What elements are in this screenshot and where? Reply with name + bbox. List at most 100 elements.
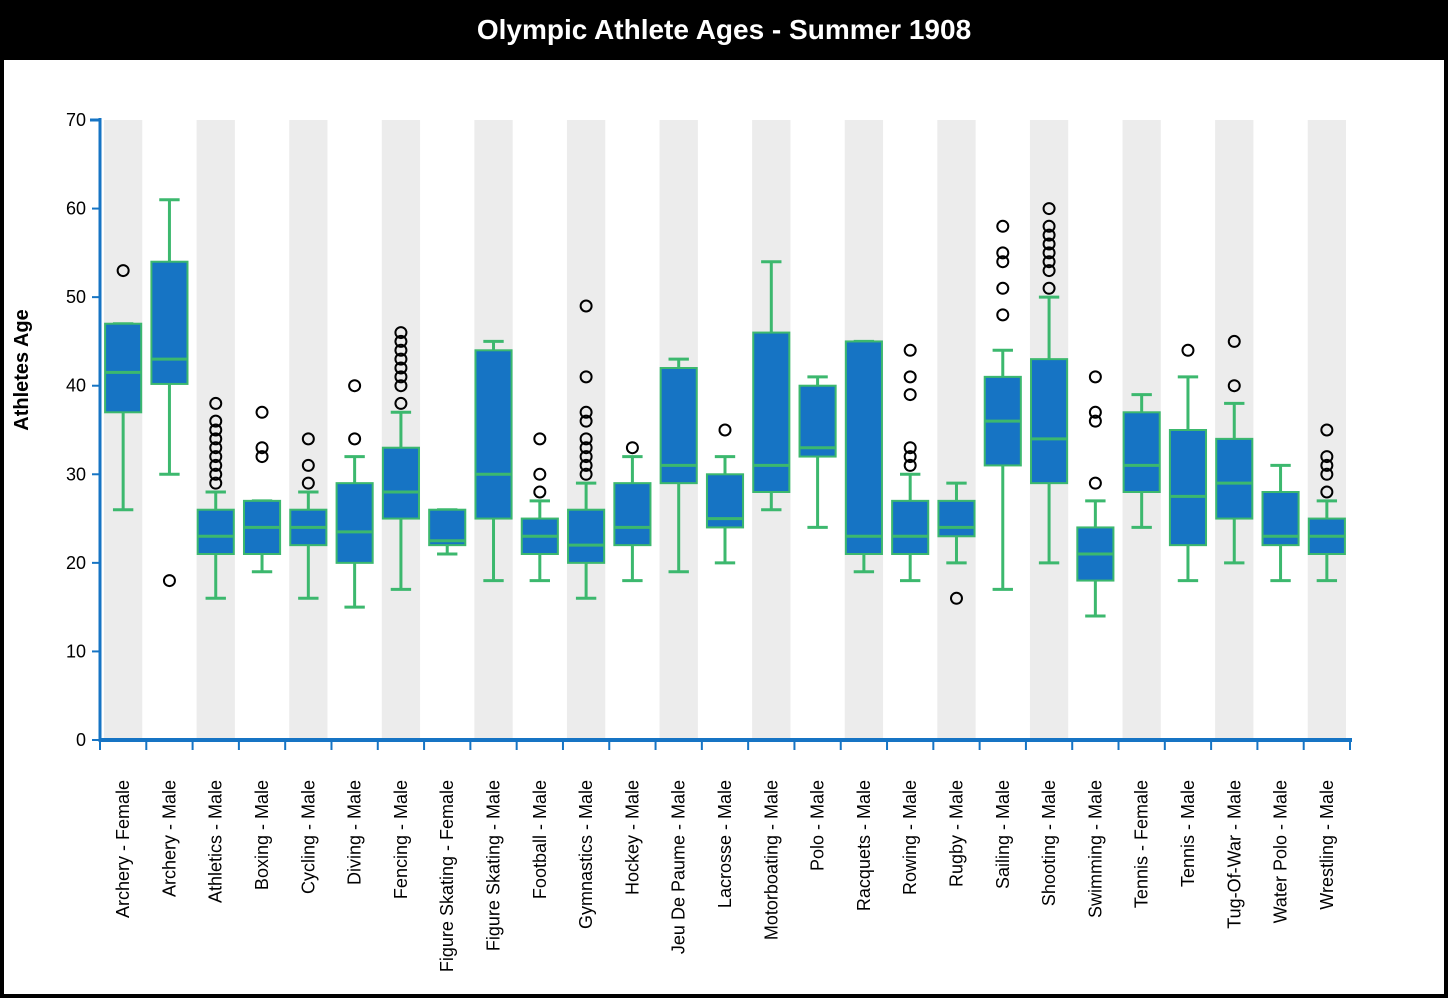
outlier-point <box>1088 370 1102 384</box>
x-tick-label: Athletics - Male <box>206 780 226 903</box>
outlier-point <box>1320 423 1334 437</box>
outlier-point <box>301 458 315 472</box>
box <box>891 499 930 556</box>
x-tick-label: Lacrosse - Male <box>715 780 735 908</box>
x-tick-label: Tennis - Female <box>1132 780 1152 908</box>
box <box>474 349 513 520</box>
outlier-point <box>394 352 408 366</box>
chart-title: Olympic Athlete Ages - Summer 1908 <box>476 14 972 45</box>
outlier-point <box>348 432 362 446</box>
outlier-point <box>625 441 639 455</box>
outlier-point <box>579 299 593 313</box>
outlier-point <box>209 414 223 428</box>
outlier-point <box>1320 450 1334 464</box>
x-tick-label: Archery - Male <box>159 780 179 897</box>
box <box>844 340 883 555</box>
outlier-point <box>1042 255 1056 269</box>
outlier-point <box>579 458 593 472</box>
y-tick-label: 60 <box>66 199 86 219</box>
x-tick-label: Swimming - Male <box>1085 780 1105 918</box>
box <box>567 508 606 564</box>
x-tick-label: Figure Skating - Female <box>437 780 457 972</box>
x-tick-label: Archery - Female <box>113 780 133 918</box>
outlier-point <box>394 334 408 348</box>
category-band <box>196 120 235 740</box>
x-tick-label: Tennis - Male <box>1178 780 1198 887</box>
x-tick-label: Hockey - Male <box>622 780 642 895</box>
box <box>1215 437 1254 520</box>
y-tick-label: 70 <box>66 110 86 130</box>
boxplot-chart: 0 10 20 30 40 50 60 70 Archery - Female Archery -… <box>11 110 1352 972</box>
outlier-point <box>718 423 732 437</box>
outlier-point <box>1042 228 1056 242</box>
outlier-point <box>1042 237 1056 251</box>
outlier-point <box>1088 405 1102 419</box>
outlier-point <box>903 441 917 455</box>
outlier-point <box>209 432 223 446</box>
outlier-point <box>394 379 408 393</box>
y-tick-label: 30 <box>66 464 86 484</box>
outlier-point <box>579 414 593 428</box>
box <box>1122 411 1161 493</box>
outlier-point <box>1320 458 1334 472</box>
outlier-point <box>1042 246 1056 260</box>
x-tick-label: Boxing - Male <box>252 780 272 890</box>
y-tick-label: 10 <box>66 641 86 661</box>
outlier-point <box>1042 219 1056 233</box>
x-tick-label: Football - Male <box>530 780 550 899</box>
outlier-point <box>903 370 917 384</box>
outlier-point <box>903 450 917 464</box>
outlier-point <box>533 485 547 499</box>
y-tick-label: 0 <box>76 730 86 750</box>
outlier-point <box>1320 485 1334 499</box>
outlier-point <box>209 396 223 410</box>
outlier-point <box>949 591 963 605</box>
x-tick-label: Polo - Male <box>808 780 828 871</box>
box <box>937 499 976 538</box>
x-tick-label: Jeu De Paume - Male <box>669 780 689 954</box>
outlier-point <box>394 361 408 375</box>
outlier-point <box>209 467 223 481</box>
box <box>335 482 374 564</box>
box <box>150 260 189 385</box>
outlier-point <box>579 467 593 481</box>
outlier-point <box>996 219 1010 233</box>
box <box>613 482 652 547</box>
outlier-point <box>579 450 593 464</box>
x-tick-label: Cycling - Male <box>298 780 318 894</box>
outlier-point <box>255 441 269 455</box>
x-tick-label: Tug-Of-War - Male <box>1224 780 1244 929</box>
y-tick-label: 40 <box>66 376 86 396</box>
outlier-point <box>209 458 223 472</box>
category-band <box>289 120 328 740</box>
outlier-point <box>579 432 593 446</box>
outlier-point <box>1042 202 1056 216</box>
box <box>798 384 837 458</box>
outlier-point <box>301 432 315 446</box>
outlier-point <box>394 396 408 410</box>
box <box>1168 429 1208 547</box>
x-tick-label: Sailing - Male <box>993 780 1013 889</box>
outlier-point <box>394 326 408 340</box>
outlier-point <box>1088 476 1102 490</box>
x-tick-label: Rugby - Male <box>946 780 966 887</box>
box <box>196 508 235 556</box>
y-tick-label: 50 <box>66 287 86 307</box>
outlier-point <box>255 450 269 464</box>
box <box>381 446 420 520</box>
x-tick-label: Diving - Male <box>345 780 365 885</box>
outlier-point <box>903 343 917 357</box>
outlier-point <box>1042 264 1056 278</box>
x-tick-label: Fencing - Male <box>391 780 411 899</box>
plot-area: 0 10 20 30 40 50 60 70 Archery - Female Archery -… <box>4 60 1444 994</box>
box <box>752 331 791 494</box>
outlier-point <box>579 441 593 455</box>
outlier-point <box>1042 281 1056 295</box>
category-band <box>566 120 606 740</box>
outlier-point <box>116 264 130 278</box>
category-band <box>1307 120 1346 740</box>
x-tick-label: Motorboating - Male <box>761 780 781 940</box>
outlier-point <box>1227 379 1241 393</box>
outlier-point <box>1088 414 1102 428</box>
outlier-point <box>996 255 1010 269</box>
